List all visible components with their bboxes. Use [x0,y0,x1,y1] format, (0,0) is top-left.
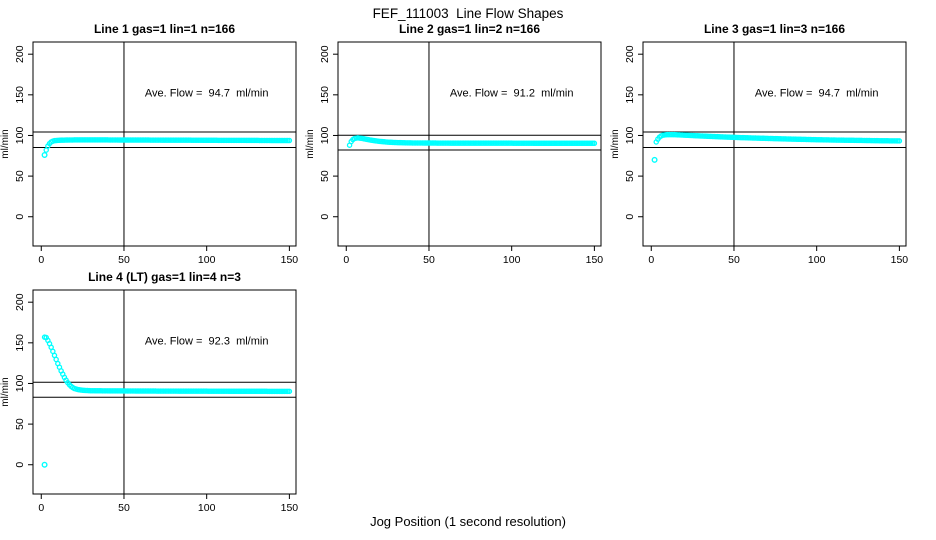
y-tick-label: 50 [624,170,636,182]
y-axis-title: ml/min [610,129,621,158]
data-point [591,140,598,147]
data-point [286,137,293,144]
plot-box [32,289,297,495]
y-tick-label: 150 [14,86,26,104]
x-axis: 0 50 100 150 [38,246,298,266]
ave-flow-annotation: Ave. Flow = 92.3 ml/min [145,335,269,347]
y-tick-label: 0 [624,214,636,220]
subplot-line-3: Line 3 gas=1 lin=3 n=166 0 50 100 150 0 50 100 1… [610,22,908,266]
data-series [41,137,293,158]
y-tick-label: 200 [319,45,331,63]
data-series [346,135,598,148]
subplot-line-1: Line 1 gas=1 lin=1 n=166 0 50 100 150 0 50 100 1… [0,22,298,266]
y-tick-label: 100 [14,375,26,393]
ave-flow-annotation: Ave. Flow = 94.7 ml/min [755,87,879,99]
outlier-point [651,156,658,163]
subplot-title: Line 2 gas=1 lin=2 n=166 [399,22,540,36]
x-tick-label: 50 [118,254,130,266]
y-tick-label: 0 [319,214,331,220]
y-tick-label: 0 [14,214,26,220]
x-tick-label: 0 [38,502,44,514]
y-tick-label: 200 [14,45,26,63]
x-tick-label: 100 [503,254,521,266]
y-tick-label: 0 [14,462,26,468]
data-series [41,334,293,468]
ave-flow-annotation: Ave. Flow = 94.7 ml/min [145,87,269,99]
x-tick-label: 150 [281,254,299,266]
x-tick-label: 0 [38,254,44,266]
x-axis: 0 50 100 150 [38,494,298,514]
subplot-title: Line 1 gas=1 lin=1 n=166 [94,22,235,36]
y-tick-label: 50 [14,170,26,182]
y-axis: 0 50 100 150 200 [14,293,33,468]
subplot-title: Line 3 gas=1 lin=3 n=166 [704,22,845,36]
y-tick-label: 200 [14,293,26,311]
y-tick-label: 50 [14,418,26,430]
y-tick-label: 100 [14,127,26,145]
x-tick-label: 100 [198,254,216,266]
outlier-point [41,151,48,158]
y-axis-title: ml/min [0,377,11,406]
subplot-line-4: Line 4 (LT) gas=1 lin=4 n=3 0 50 100 150 0 50 1… [0,270,298,514]
plot-box [32,41,297,247]
y-tick-label: 100 [624,127,636,145]
x-tick-label: 50 [118,502,130,514]
data-point [286,388,293,395]
x-tick-label: 150 [281,502,299,514]
y-tick-label: 100 [319,127,331,145]
plot-box [337,41,602,247]
data-point [896,138,903,144]
x-tick-label: 150 [586,254,604,266]
y-axis: 0 50 100 150 200 [624,45,643,220]
x-tick-label: 50 [728,254,740,266]
y-axis-title: ml/min [305,129,316,158]
figure-xlabel: Jog Position (1 second resolution) [370,514,566,529]
x-tick-label: 0 [343,254,349,266]
outlier-point [41,461,48,468]
y-axis: 0 50 100 150 200 [319,45,338,220]
x-axis: 0 50 100 150 [343,246,603,266]
y-tick-label: 150 [319,86,331,104]
y-tick-label: 50 [319,170,331,182]
figure-title: FEF_111003 Line Flow Shapes [372,6,564,21]
subplot-title: Line 4 (LT) gas=1 lin=4 n=3 [88,270,241,284]
data-series [651,131,903,163]
y-axis: 0 50 100 150 200 [14,45,33,220]
subplot-line-2: Line 2 gas=1 lin=2 n=166 0 50 100 150 0 50 100 1… [305,22,603,266]
x-axis: 0 50 100 150 [648,246,908,266]
y-axis-title: ml/min [0,129,11,158]
x-tick-label: 0 [648,254,654,266]
y-tick-label: 150 [14,334,26,352]
x-tick-label: 100 [198,502,216,514]
y-tick-label: 150 [624,86,636,104]
y-tick-label: 200 [624,45,636,63]
plot-box [642,41,907,247]
x-tick-label: 150 [891,254,909,266]
x-tick-label: 50 [423,254,435,266]
x-tick-label: 100 [808,254,826,266]
ave-flow-annotation: Ave. Flow = 91.2 ml/min [450,87,574,99]
